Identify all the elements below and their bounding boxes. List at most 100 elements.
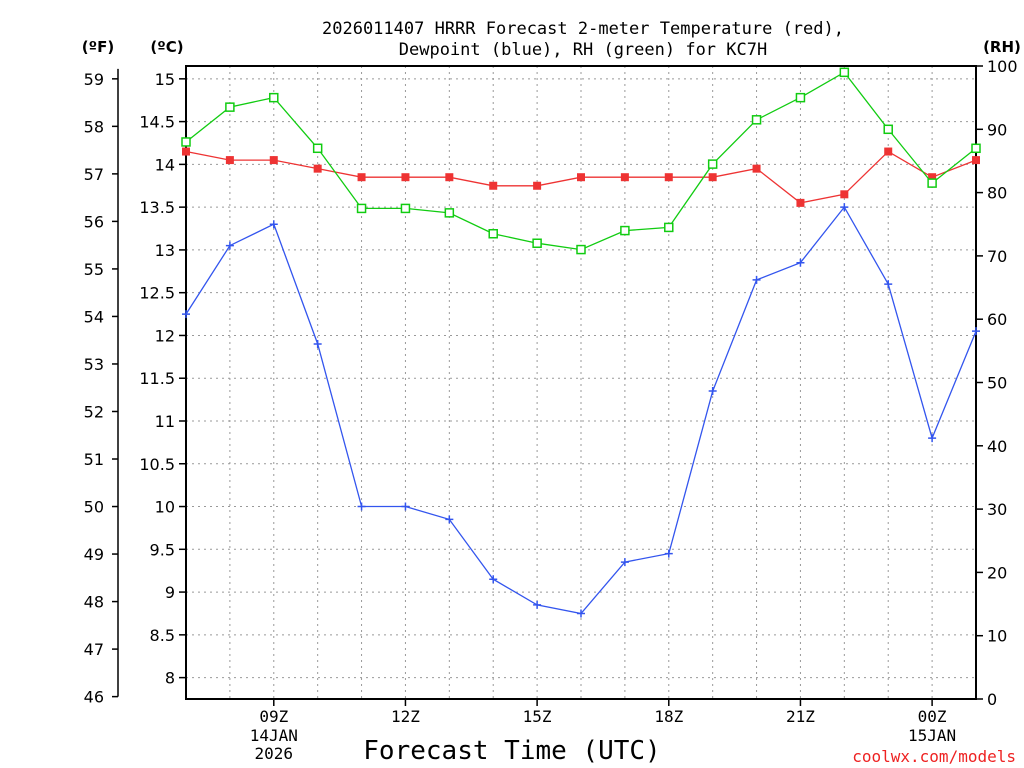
chart-title-line2: Dewpoint (blue), RH (green) for KC7H [399,40,767,60]
x-tick-label: 00Z [918,707,947,726]
celsius-tick-label: 11 [155,412,175,431]
rh-tick-label: 50 [987,374,1007,393]
x-tick-label: 09Z [259,707,288,726]
plot-frame [185,65,977,700]
celsius-tick-label: 9.5 [150,540,175,559]
data-point [751,115,762,125]
celsius-tick-label: 10 [155,498,175,517]
data-point [401,502,410,511]
data-point [182,147,190,156]
data-point [533,181,542,190]
chart-title: 2026011407 HRRR Forecast 2-meter Tempera… [322,19,844,60]
data-point [313,340,322,349]
data-point [708,387,717,396]
rh-tick-label: 10 [987,627,1007,646]
rh-tick-label: 60 [987,310,1007,329]
data-point [752,164,761,173]
celsius-tick-label: 8 [165,669,175,688]
data-point [489,181,498,190]
data-point [400,203,411,214]
fahrenheit-tick-label: 57 [84,165,104,184]
data-point [445,173,454,182]
date-label: 14JAN [250,726,298,745]
data-point [840,203,849,212]
data-point [577,173,585,182]
celsius-tick-label: 13.5 [139,198,175,217]
x-tick-label: 12Z [391,707,420,726]
data-point [181,137,191,147]
data-point [445,515,454,524]
data-point [795,92,806,103]
celsius-tick-label: 12 [155,326,175,345]
data-point [577,609,585,618]
rh-tick-label: 40 [987,437,1007,456]
x-tick-label: 15Z [523,707,552,726]
data-point [356,203,367,214]
data-point [269,92,279,103]
data-point [620,173,629,182]
data-point [971,143,981,154]
data-point [225,102,235,112]
data-point [839,67,850,78]
data-point [664,549,673,558]
data-point [884,147,893,156]
celsius-tick-label: 13 [155,241,175,260]
celsius-tick-label: 12.5 [139,284,175,303]
date-label: 15JAN [908,726,956,745]
celsius-tick-label: 15 [155,70,175,89]
series-dewpoint [182,203,980,618]
data-point [884,280,893,289]
celsius-tick-label: 14 [155,155,175,174]
data-point [883,124,893,135]
data-point [182,310,190,319]
fahrenheit-tick-label: 54 [84,307,104,326]
data-point [927,178,937,188]
data-series [181,67,981,618]
fahrenheit-tick-label: 50 [84,498,104,517]
data-point [401,173,410,182]
rh-tick-label: 100 [987,57,1018,76]
data-point [269,220,278,229]
data-point [444,208,455,218]
rh-unit-label: (RH) [983,38,1021,56]
source-credit: coolwx.com/models [852,747,1016,766]
data-point [972,327,980,336]
data-point [357,502,366,511]
chart-title-line1: 2026011407 HRRR Forecast 2-meter Tempera… [322,19,844,39]
rh-tick-label: 90 [987,120,1007,139]
fahrenheit-unit-label: (ºF) [82,38,114,56]
data-point [752,275,761,284]
data-point [796,258,805,267]
data-point [313,164,322,173]
series-relative-humidity [181,67,981,255]
rh-tick-label: 30 [987,500,1007,519]
data-point [357,173,366,182]
fahrenheit-tick-label: 51 [84,450,104,469]
data-point [707,159,718,169]
data-point [269,156,278,165]
rh-tick-label: 70 [987,247,1007,266]
fahrenheit-tick-label: 48 [84,593,104,612]
data-point [972,156,980,165]
fahrenheit-tick-label: 59 [84,70,104,89]
data-point [488,228,498,239]
fahrenheit-tick-label: 58 [84,117,104,136]
data-point [620,558,629,567]
fahrenheit-tick-label: 46 [84,688,104,707]
celsius-tick-label: 8.5 [150,626,175,645]
data-point [708,173,717,182]
data-point [225,241,234,250]
x-tick-label: 18Z [654,707,683,726]
x-tick-label: 21Z [786,707,815,726]
celsius-tick-label: 9 [165,583,175,602]
celsius-unit-label: (ºC) [150,38,183,56]
data-point [489,575,498,584]
celsius-tick-label: 11.5 [139,369,175,388]
data-point [928,173,937,182]
fahrenheit-tick-label: 52 [84,402,104,421]
fahrenheit-tick-label: 53 [84,355,104,374]
celsius-tick-label: 10.5 [139,455,175,474]
celsius-tick-label: 14.5 [139,113,175,132]
fahrenheit-tick-label: 56 [84,212,104,231]
